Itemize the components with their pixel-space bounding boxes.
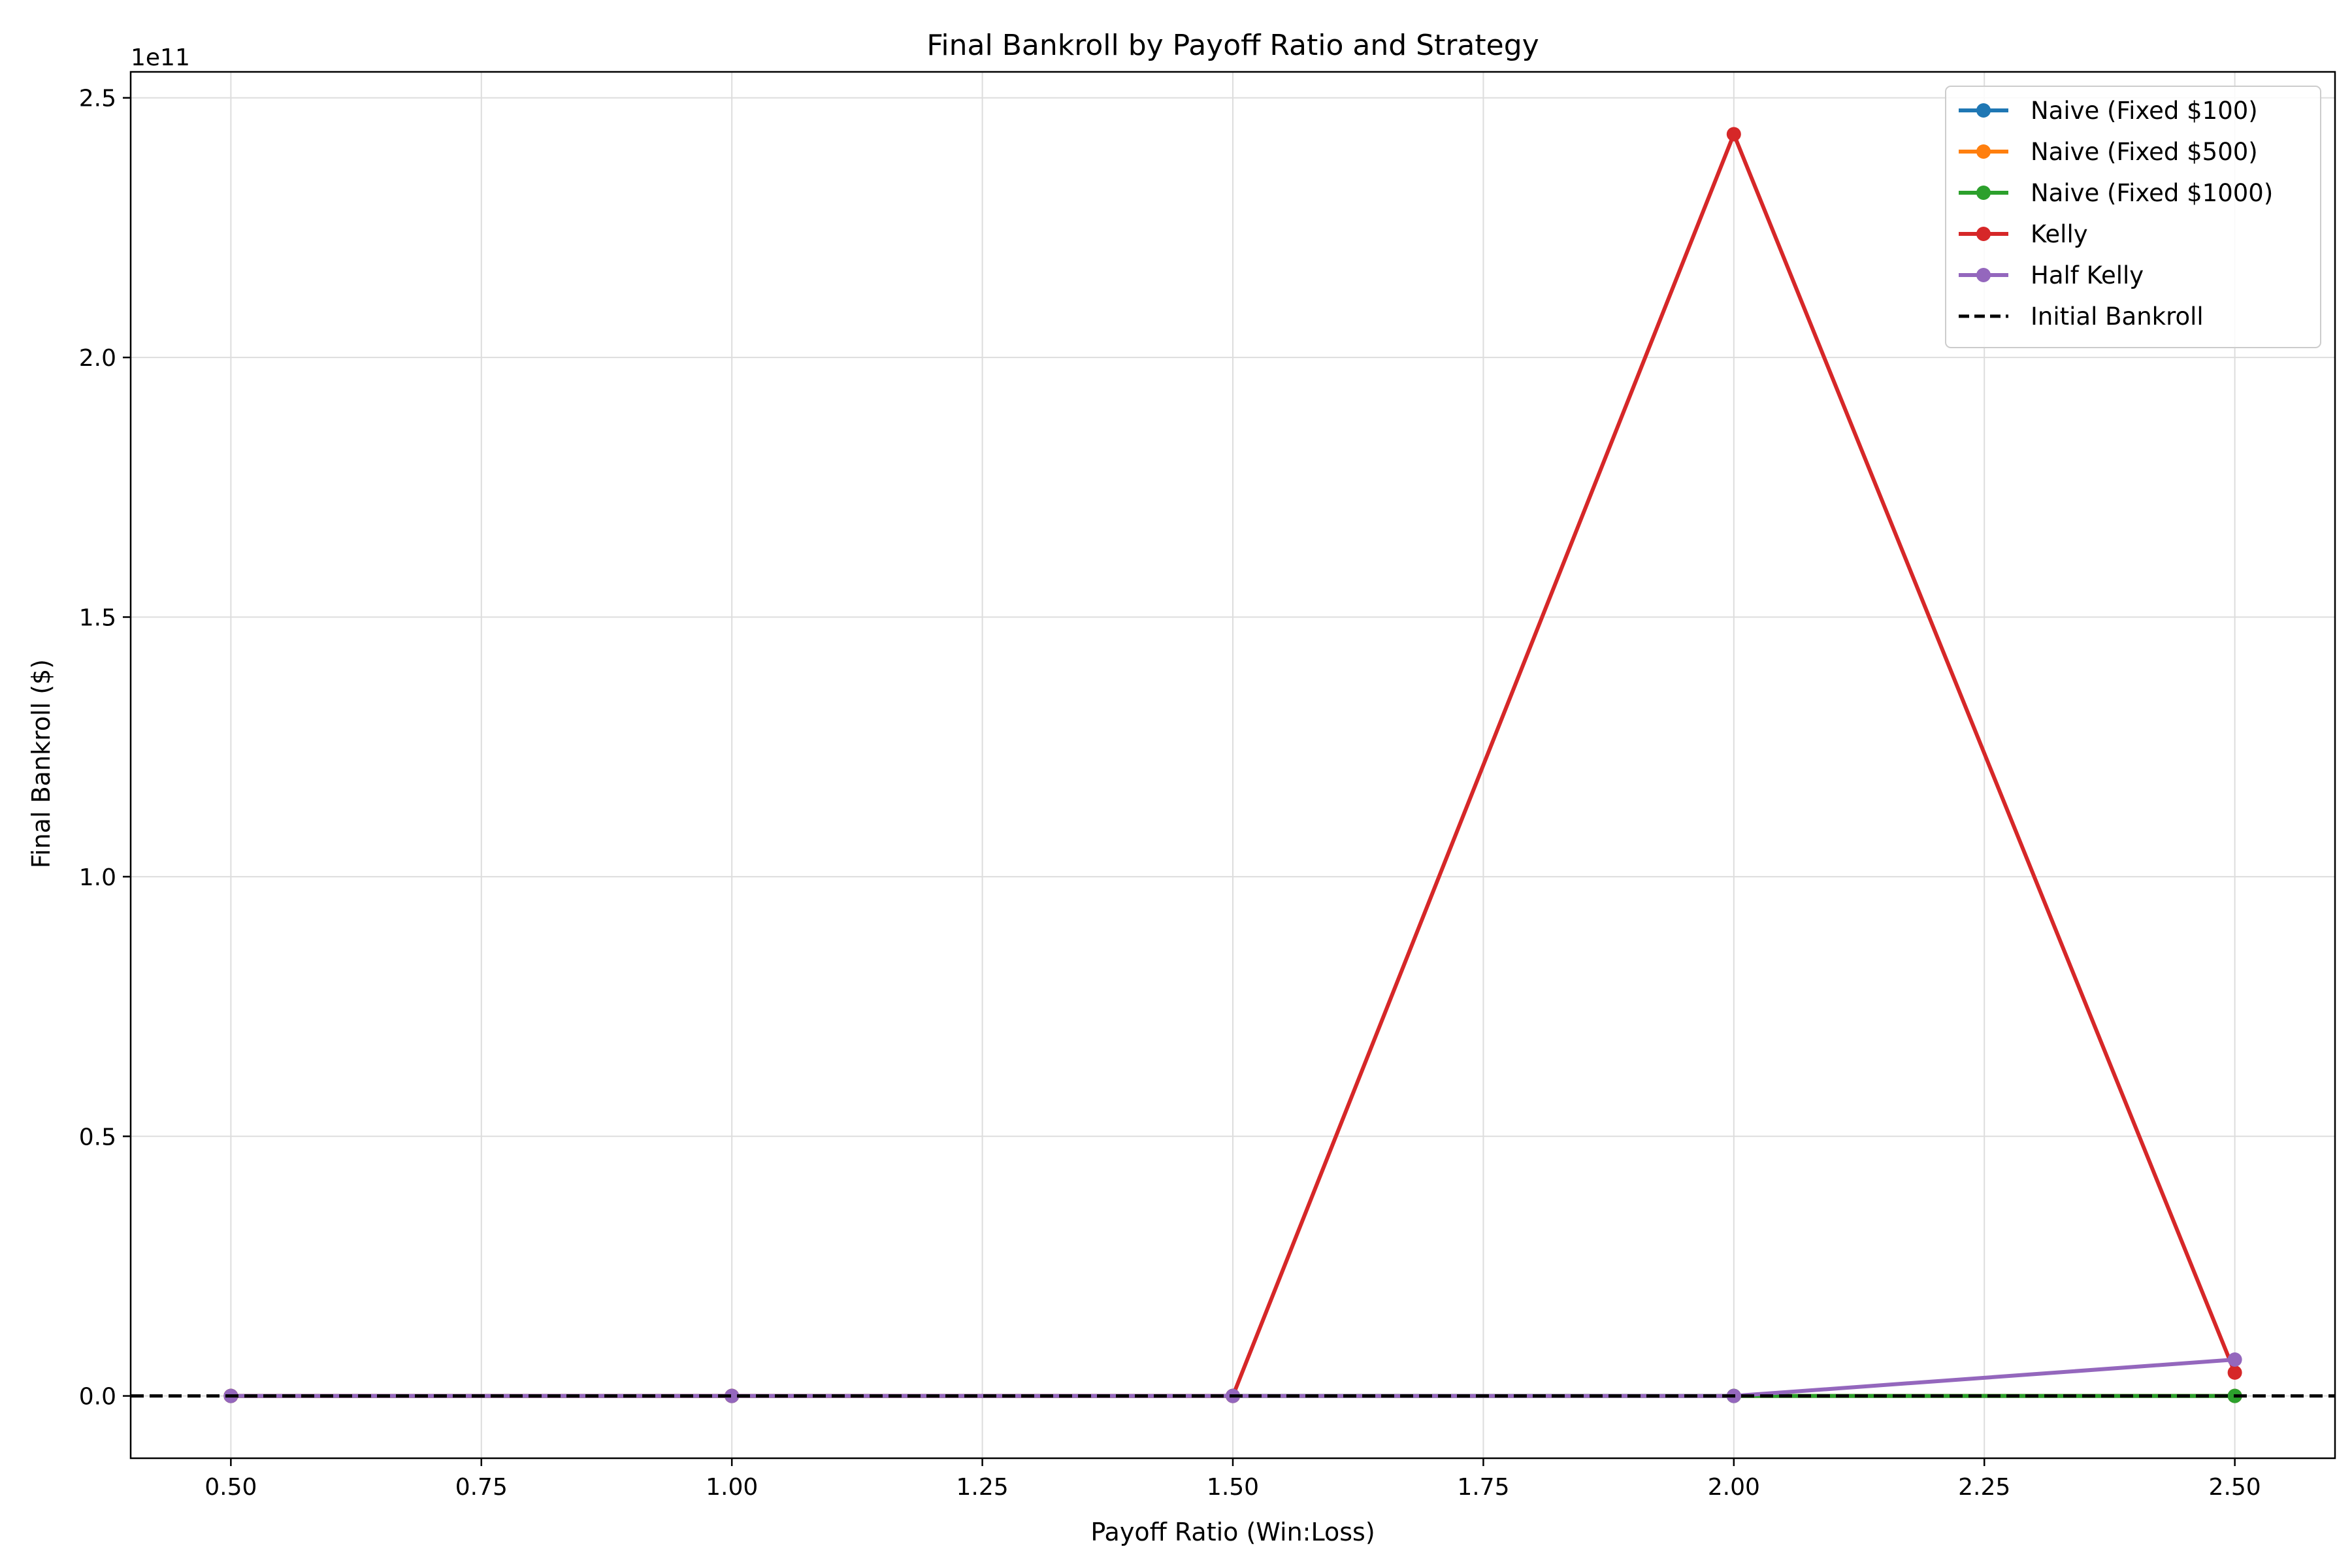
x-tick-label: 1.25 (956, 1474, 1009, 1501)
legend-box (1945, 86, 2321, 348)
data-point-kelly (2227, 1365, 2242, 1380)
x-tick-label: 1.75 (1457, 1474, 1509, 1501)
data-point-kelly (1726, 127, 1741, 142)
legend-swatch-marker (1976, 268, 1991, 282)
x-tick-label: 2.50 (2209, 1474, 2261, 1501)
data-point-half-kelly (725, 1388, 740, 1403)
legend-swatch-marker (1976, 103, 1991, 118)
x-axis: 0.50 0.75 1.00 1.25 1.50 1.75 2.00 2.25 2.50 (204, 1458, 2261, 1501)
legend-swatch-marker (1976, 227, 1991, 241)
y-axis-label: Final Bankroll ($) (27, 659, 56, 868)
x-tick-label: 1.00 (706, 1474, 758, 1501)
legend-label: Kelly (2031, 220, 2088, 248)
y-tick-label: 0.0 (79, 1384, 116, 1411)
legend-label: Half Kelly (2031, 261, 2144, 289)
x-tick-label: 0.75 (455, 1474, 508, 1501)
legend-label: Naive (Fixed $500) (2031, 138, 2258, 166)
plot-area (131, 127, 2335, 1403)
legend-swatch-marker (1976, 186, 1991, 200)
y-tick-label: 2.5 (79, 86, 116, 112)
y-tick-label: 1.5 (79, 604, 116, 631)
y-axis: 0.0 0.5 1.0 1.5 2.0 2.5 (79, 86, 131, 1411)
x-tick-label: 2.00 (1708, 1474, 1760, 1501)
legend-label: Initial Bankroll (2031, 302, 2204, 331)
x-tick-label: 0.50 (204, 1474, 257, 1501)
x-tick-label: 2.25 (1958, 1474, 2010, 1501)
legend-swatch-marker (1976, 144, 1991, 159)
x-axis-label: Payoff Ratio (Win:Loss) (1090, 1518, 1375, 1546)
y-tick-label: 1.0 (79, 864, 116, 891)
x-tick-label: 1.50 (1207, 1474, 1259, 1501)
y-axis-offset-label: 1e11 (131, 44, 190, 71)
y-tick-label: 0.5 (79, 1124, 116, 1151)
y-tick-label: 2.0 (79, 345, 116, 372)
legend-label: Naive (Fixed $100) (2031, 97, 2258, 125)
legend-label: Naive (Fixed $1000) (2031, 179, 2273, 207)
chart-title: Final Bankroll by Payoff Ratio and Strat… (926, 29, 1539, 62)
legend: Naive (Fixed $100) Naive (Fixed $500) Naiv… (1945, 86, 2321, 348)
data-point-half-kelly (2227, 1352, 2242, 1367)
